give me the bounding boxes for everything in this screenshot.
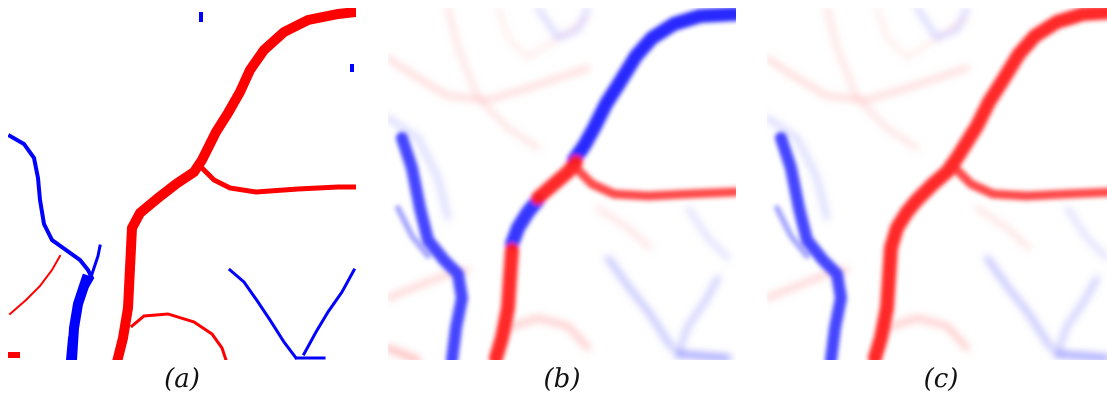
red-vessel-main [112, 8, 356, 360]
panel-b-probability-map [388, 8, 736, 360]
panel-a-image [8, 8, 356, 360]
blue-vessel-main-upper [567, 8, 736, 167]
red-vessel-main [489, 243, 519, 360]
panel-c-image [767, 8, 1107, 360]
red-vessel-branch-right [950, 163, 1107, 201]
blue-vessel-branch [90, 244, 102, 276]
red-vessel-branch-right [198, 164, 356, 195]
blue-vessel-main-mid [505, 193, 545, 251]
blue-vessel-left-trunk [66, 273, 93, 360]
red-fragment-corner [8, 352, 20, 358]
red-vessel-bottom-arc [129, 312, 228, 360]
caption-a: (a) [164, 364, 200, 394]
blue-fragment-top [199, 12, 203, 22]
panel-b-image [388, 8, 736, 360]
blue-vessel-left [775, 132, 847, 360]
red-vessel-left-branch [8, 254, 62, 316]
blue-vessel-bottom-right-b [301, 267, 356, 357]
caption-c: (c) [923, 364, 959, 394]
red-vessel-branch-right [571, 163, 736, 201]
caption-b: (b) [543, 364, 581, 394]
panel-c-corrected-map [767, 8, 1107, 360]
blue-vessel-left [396, 132, 468, 360]
blue-fragment-right [350, 64, 354, 72]
blue-vessel-bottom-right-a [227, 267, 299, 360]
panel-a-binary-segmentation [8, 8, 356, 360]
